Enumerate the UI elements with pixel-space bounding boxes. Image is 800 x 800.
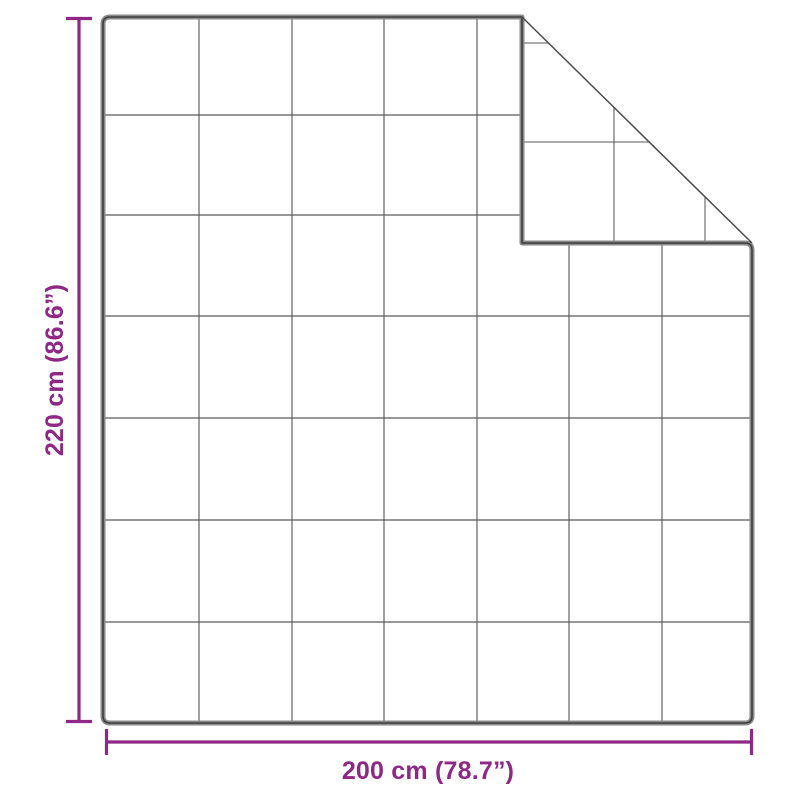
folded-corner bbox=[521, 16, 753, 244]
quilt-shape bbox=[103, 17, 752, 723]
dimension-lines bbox=[66, 16, 754, 755]
fold-diagonal-line bbox=[521, 16, 753, 244]
height-dimension-label: 220 cm (86.6”) bbox=[41, 283, 69, 457]
quilt-body-fill bbox=[103, 17, 752, 723]
quilt-grid-main bbox=[103, 17, 752, 723]
width-dimension-label: 200 cm (78.7”) bbox=[341, 757, 515, 785]
quilt-outline-inner bbox=[102, 16, 753, 724]
quilt-outline bbox=[100, 14, 755, 726]
